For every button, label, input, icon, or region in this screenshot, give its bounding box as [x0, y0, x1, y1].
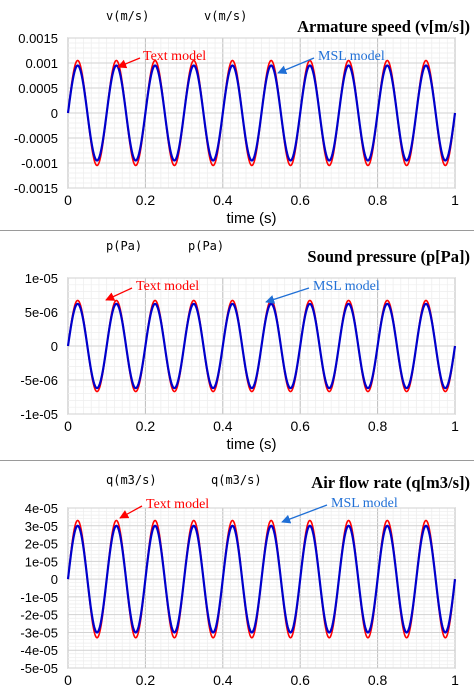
y-tick-label: -5e-06 — [20, 373, 58, 388]
annotation-arrow — [117, 57, 141, 69]
y-tick-label: -4e-05 — [20, 643, 58, 658]
variable-label: v(m/s) — [106, 9, 149, 23]
y-tick-label: -5e-05 — [20, 661, 58, 676]
y-tick-label: -2e-05 — [20, 608, 58, 623]
y-tick-label: 0.0015 — [18, 31, 58, 46]
y-tick-label: 0 — [51, 339, 58, 354]
y-tick-label: 1e-05 — [25, 271, 58, 286]
y-tick-label: 4e-05 — [25, 501, 58, 516]
chart-title: Sound pressure (p[Pa]) — [307, 247, 470, 266]
y-tick-label: -3e-05 — [20, 625, 58, 640]
x-tick-label: 0.4 — [213, 192, 233, 208]
x-tick-label: 0 — [64, 672, 72, 686]
variable-label: p(Pa) — [106, 239, 142, 253]
annotation-label: MSL model — [313, 279, 380, 294]
y-tick-label: -1e-05 — [20, 407, 58, 422]
panel-separator — [0, 230, 474, 231]
chart-panel-2: 0 0.2 0.4 0.6 0.8 1 1e-05 5e-06 0 -5e-06 -1e-05 tim… — [20, 239, 470, 453]
y-tick-label: -0.001 — [21, 156, 58, 171]
x-tick-label: 0.6 — [290, 672, 310, 686]
annotation-arrow — [277, 57, 315, 75]
chart-title: Armature speed (v[m/s]) — [297, 17, 470, 36]
variable-label: p(Pa) — [188, 239, 224, 253]
y-tick-label: 0.0005 — [18, 81, 58, 96]
x-tick-label: 1 — [451, 192, 459, 208]
x-tick-label: 0.8 — [368, 418, 388, 434]
y-tick-label: 0 — [51, 106, 58, 121]
y-tick-label: 5e-06 — [25, 305, 58, 320]
y-tick-label: 1e-05 — [25, 554, 58, 569]
chart-panel-1: 0 0.2 0.4 0.6 0.8 1 0.0015 0.001 0.0005 0 -0.0005 -… — [14, 9, 470, 227]
annotation-arrow — [105, 287, 133, 301]
annotation-label: MSL model — [331, 496, 398, 511]
x-tick-label: 0.2 — [136, 418, 156, 434]
variable-label: v(m/s) — [204, 9, 247, 23]
annotation-label: Text model — [136, 279, 199, 294]
x-tick-label: 0.4 — [213, 672, 233, 686]
annotation-arrow — [119, 505, 143, 519]
y-tick-label: -0.0015 — [14, 181, 58, 196]
series-line-msl-model — [66, 302, 457, 390]
x-axis-label: time (s) — [227, 436, 277, 453]
x-tick-label: 0.6 — [290, 418, 310, 434]
annotation-label: Text model — [146, 497, 209, 512]
y-tick-label: 0 — [51, 572, 58, 587]
variable-label: q(m3/s) — [106, 473, 157, 487]
x-tick-label: 1 — [451, 672, 459, 686]
x-tick-label: 0.2 — [136, 192, 156, 208]
x-tick-label: 0.8 — [368, 672, 388, 686]
x-tick-label: 0.8 — [368, 192, 388, 208]
x-tick-label: 0 — [64, 192, 72, 208]
annotation-label: MSL model — [318, 49, 385, 64]
annotation-arrow — [265, 287, 310, 304]
y-tick-label: 0.001 — [25, 56, 58, 71]
y-tick-label: 3e-05 — [25, 519, 58, 534]
y-tick-label: -0.0005 — [14, 131, 58, 146]
x-tick-label: 1 — [451, 418, 459, 434]
annotation-arrow — [281, 504, 328, 524]
y-tick-label: -1e-05 — [20, 590, 58, 605]
annotation-label: Text model — [143, 49, 206, 64]
series-line-msl-model — [66, 524, 457, 634]
chart-title: Air flow rate (q[m3/s]) — [311, 473, 470, 492]
x-axis-label: time (s) — [227, 210, 277, 227]
chart-panel-3: 0 0.2 0.4 0.6 0.8 1 4e-05 3e-05 2e-05 1e-05 0 -1e-0… — [20, 473, 470, 686]
series-line-msl-model — [66, 64, 457, 162]
x-tick-label: 0 — [64, 418, 72, 434]
x-tick-label: 0.6 — [290, 192, 310, 208]
panel-separator — [0, 460, 474, 461]
y-tick-label: 2e-05 — [25, 537, 58, 552]
x-tick-label: 0.4 — [213, 418, 233, 434]
variable-label: q(m3/s) — [211, 473, 262, 487]
x-tick-label: 0.2 — [136, 672, 156, 686]
